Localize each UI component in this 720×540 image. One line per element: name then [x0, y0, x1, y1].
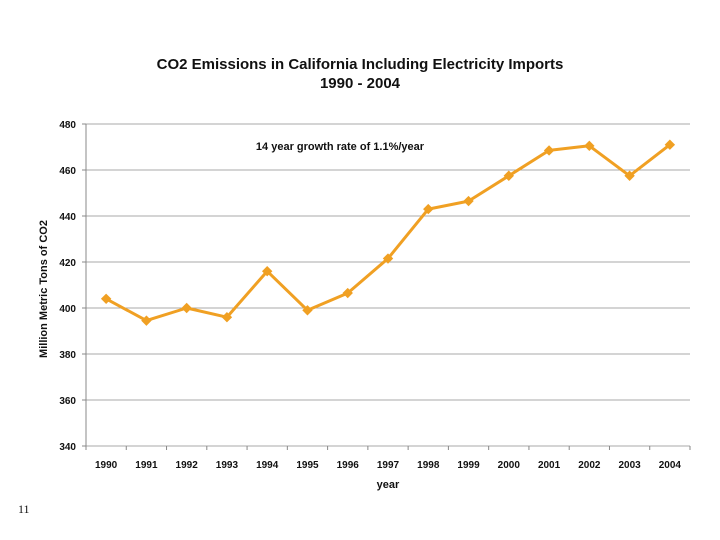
x-tick-label: 1997: [377, 460, 400, 471]
data-point-marker: [261, 265, 273, 277]
x-tick-label: 1995: [296, 460, 319, 471]
x-tick-label: 2003: [618, 460, 641, 471]
x-tick-label: 1994: [256, 460, 279, 471]
x-tick-label: 1999: [457, 460, 480, 471]
grid-layer: [86, 123, 690, 447]
data-point-marker: [543, 145, 555, 156]
y-tick-labels: 340 360 380 400 420 440 460 480: [59, 120, 76, 453]
axis-layer: [82, 123, 691, 450]
y-tick-label: 420: [59, 258, 76, 269]
data-point-marker: [624, 170, 635, 181]
y-tick-label: 340: [59, 442, 76, 453]
x-tick-label: 2001: [538, 460, 561, 471]
x-tick-label: 1993: [216, 460, 239, 471]
x-tick-label: 1990: [95, 460, 118, 471]
x-tick-label: 1992: [176, 460, 199, 471]
data-point-marker: [664, 139, 676, 150]
data-point-marker: [503, 170, 515, 181]
chart-title: CO2 Emissions in California Including El…: [157, 56, 564, 73]
x-tick-label: 2000: [498, 460, 521, 471]
data-point-marker: [302, 305, 313, 316]
x-tick-label: 1998: [417, 460, 440, 471]
chart-subtitle: 1990 - 2004: [320, 75, 401, 92]
y-tick-label: 400: [59, 304, 76, 315]
x-tick-label: 1991: [135, 460, 158, 471]
y-tick-label: 480: [59, 120, 76, 131]
y-tick-label: 360: [59, 396, 76, 407]
x-tick-label: 1996: [337, 460, 360, 471]
x-tick-labels: 1990 1991 1992 1993 1994 1995 1996 1997 1998 1999…: [95, 460, 681, 471]
growth-rate-annotation: 14 year growth rate of 1.1%/year: [256, 141, 425, 153]
x-tick-label: 2002: [578, 460, 601, 471]
page-number: 11: [18, 502, 30, 516]
data-point-marker: [100, 293, 112, 305]
y-axis-label: Million Metric Tons of CO2: [38, 220, 50, 358]
series-layer: [105, 143, 671, 323]
data-point-marker: [221, 311, 233, 323]
series-line: [105, 143, 671, 323]
data-point-marker: [181, 302, 192, 314]
x-axis-label: year: [377, 479, 400, 491]
marker-layer: [100, 139, 676, 326]
y-tick-label: 460: [59, 166, 76, 177]
data-point-marker: [382, 253, 394, 264]
y-tick-label: 440: [59, 212, 76, 223]
data-point-marker: [423, 203, 434, 215]
data-point-marker: [141, 315, 152, 326]
y-tick-label: 380: [59, 350, 76, 361]
data-point-marker: [342, 287, 353, 299]
data-point-marker: [584, 140, 595, 152]
x-tick-label: 2004: [659, 460, 682, 471]
data-point-marker: [463, 195, 474, 207]
